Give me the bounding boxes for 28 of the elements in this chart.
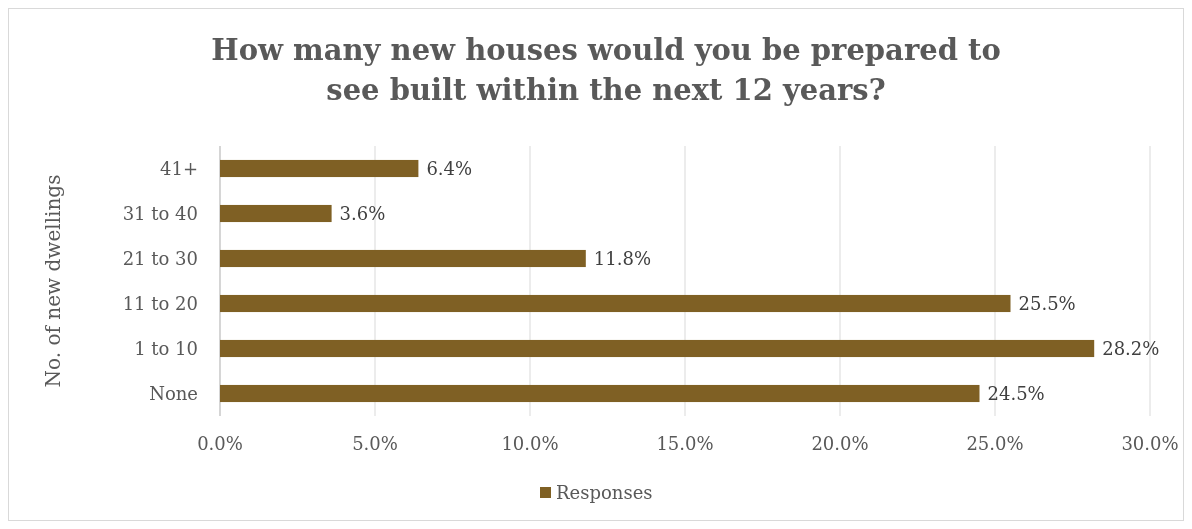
x-tick-label: 5.0% bbox=[352, 433, 398, 454]
data-label: 6.4% bbox=[426, 157, 473, 179]
y-tick-label: 21 to 30 bbox=[122, 247, 198, 269]
legend-label: Responses bbox=[556, 482, 653, 504]
x-tick-label: 20.0% bbox=[811, 433, 869, 454]
data-label: 28.2% bbox=[1102, 337, 1160, 359]
x-tick-label: 15.0% bbox=[656, 433, 714, 454]
bar bbox=[220, 384, 980, 403]
bar bbox=[220, 159, 419, 178]
x-tick-label: 0.0% bbox=[197, 433, 243, 454]
data-label: 25.5% bbox=[1018, 292, 1076, 314]
data-label: 3.6% bbox=[339, 202, 386, 224]
y-axis-title: No. of new dwellings bbox=[41, 174, 65, 388]
bar bbox=[220, 294, 1011, 313]
bar bbox=[220, 204, 332, 223]
x-tick-label: 10.0% bbox=[501, 433, 559, 454]
data-label: 24.5% bbox=[987, 382, 1045, 404]
y-tick-label: None bbox=[149, 382, 198, 404]
y-tick-label: 11 to 20 bbox=[122, 292, 198, 314]
y-tick-label: 31 to 40 bbox=[122, 202, 198, 224]
y-tick-label: 41+ bbox=[160, 157, 198, 179]
x-tick-label: 30.0% bbox=[1121, 433, 1179, 454]
bar bbox=[220, 339, 1095, 358]
x-tick-label: 25.0% bbox=[966, 433, 1024, 454]
chart-title: How many new houses would you be prepared to see built within the next 12 years? bbox=[211, 33, 1001, 107]
data-label: 11.8% bbox=[593, 247, 651, 269]
y-tick-label: 1 to 10 bbox=[134, 337, 198, 359]
bar bbox=[220, 249, 586, 268]
